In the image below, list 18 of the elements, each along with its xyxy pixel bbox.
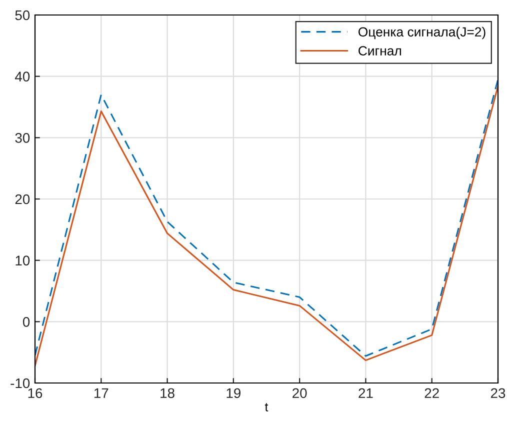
legend-label: Оценка сигнала(J=2)	[358, 26, 486, 40]
y-tick-label: 10	[16, 256, 30, 266]
x-tick-label: 17	[94, 388, 108, 398]
y-tick-label: -10	[10, 378, 30, 388]
y-tick-label: 30	[15, 133, 30, 143]
y-tick-label: 0	[22, 317, 30, 327]
x-tick-label: 23	[490, 388, 506, 398]
x-tick-label: 16	[28, 388, 42, 398]
x-tick-label: 19	[226, 388, 240, 398]
legend-label: Сигнал	[358, 46, 402, 56]
x-tick-label: 20	[292, 388, 307, 398]
x-tick-label: 21	[358, 388, 373, 398]
x-tick-label: 18	[160, 388, 174, 398]
x-tick-label: 22	[424, 388, 439, 398]
y-tick-label: 20	[15, 194, 30, 204]
x-axis-title: t	[264, 403, 268, 412]
y-tick-label: 50	[15, 10, 30, 20]
y-tick-label: 40	[15, 72, 30, 82]
